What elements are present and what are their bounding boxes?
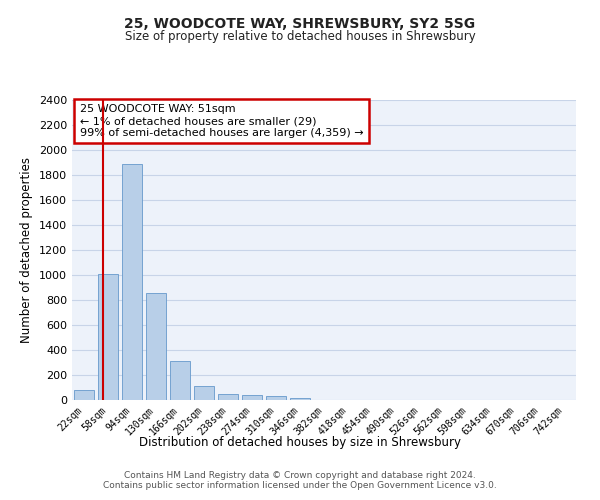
Text: 25 WOODCOTE WAY: 51sqm
← 1% of detached houses are smaller (29)
99% of semi-deta: 25 WOODCOTE WAY: 51sqm ← 1% of detached …	[80, 104, 363, 138]
Bar	[218, 394, 238, 400]
Bar	[242, 395, 262, 400]
Text: Size of property relative to detached houses in Shrewsbury: Size of property relative to detached ho…	[125, 30, 475, 43]
Bar	[74, 390, 94, 400]
Text: 25, WOODCOTE WAY, SHREWSBURY, SY2 5SG: 25, WOODCOTE WAY, SHREWSBURY, SY2 5SG	[124, 18, 476, 32]
Bar	[170, 360, 190, 400]
Text: Contains HM Land Registry data © Crown copyright and database right 2024.: Contains HM Land Registry data © Crown c…	[124, 471, 476, 480]
Y-axis label: Number of detached properties: Number of detached properties	[20, 157, 34, 343]
Text: Contains public sector information licensed under the Open Government Licence v3: Contains public sector information licen…	[103, 481, 497, 490]
Bar	[266, 396, 286, 400]
Bar	[290, 398, 310, 400]
Bar	[194, 386, 214, 400]
Bar	[146, 292, 166, 400]
Bar	[98, 274, 118, 400]
Bar	[122, 164, 142, 400]
Text: Distribution of detached houses by size in Shrewsbury: Distribution of detached houses by size …	[139, 436, 461, 449]
